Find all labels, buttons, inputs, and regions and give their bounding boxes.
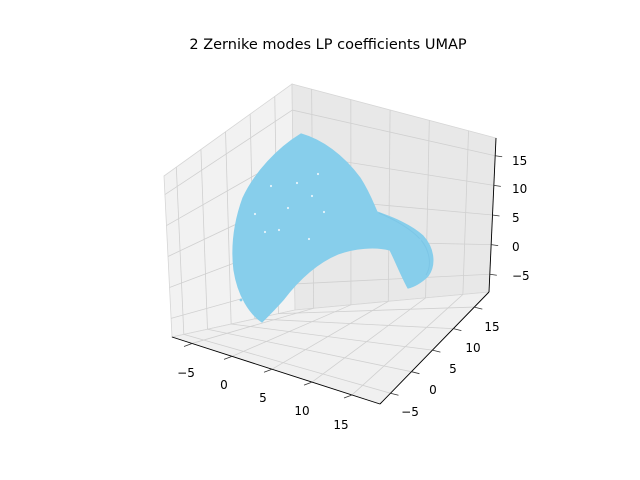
data-point <box>337 250 341 254</box>
z-tick-label: −5 <box>512 269 530 283</box>
x-tick-label: 15 <box>333 418 348 432</box>
x-grid-line <box>231 304 352 357</box>
x-axis-line <box>171 336 381 405</box>
tick-marks <box>183 155 503 399</box>
y-tick-mark <box>411 371 420 375</box>
x-tick-mark <box>263 368 273 373</box>
y-grid-line <box>278 306 475 315</box>
data-point <box>322 210 326 214</box>
data-point <box>277 228 281 232</box>
z-tick-label: 10 <box>512 182 527 196</box>
y-grid-line <box>231 323 433 351</box>
x-tick-mark <box>223 355 233 360</box>
data-point <box>375 212 379 216</box>
z-tick-mark <box>491 244 499 247</box>
z-tick-mark <box>492 214 500 217</box>
x-tick-label: −5 <box>177 366 195 380</box>
y-tick-mark <box>432 349 441 353</box>
y-axis-tick-labels: −5 0 5 10 15 <box>401 320 499 419</box>
x-grid-line <box>191 307 314 344</box>
y-tick-mark <box>390 392 399 396</box>
y-tick-mark <box>474 306 483 310</box>
y-tick-label: 10 <box>465 341 480 355</box>
x-grid-line <box>311 297 426 383</box>
x-tick-mark <box>303 381 313 386</box>
z-axis-tick-labels: −5 0 5 10 15 <box>512 154 530 283</box>
x-tick-label: 5 <box>259 391 267 405</box>
y-tick-mark <box>453 328 462 332</box>
y-tick-label: −5 <box>401 405 419 419</box>
data-point-cloud <box>232 133 434 323</box>
x-tick-mark <box>183 343 193 347</box>
z-tick-mark <box>493 184 501 187</box>
data-point <box>239 298 243 302</box>
data-sheet <box>232 133 434 323</box>
x-grid-line <box>271 301 389 370</box>
x-grid-line <box>351 294 464 396</box>
z-tick-mark <box>495 155 503 158</box>
data-point <box>295 181 299 185</box>
z-tick-label: 15 <box>512 154 527 168</box>
chart-title: 2 Zernike modes LP coefficients UMAP <box>189 37 467 53</box>
z-tick-mark <box>489 273 497 276</box>
data-point <box>307 237 311 241</box>
y-tick-label: 0 <box>429 383 437 397</box>
data-point <box>316 172 320 176</box>
x-axis-tick-labels: −5 0 5 10 15 <box>177 366 348 432</box>
x-tick-label: 10 <box>294 404 309 418</box>
z-grid-line <box>164 109 496 195</box>
y-grid-line <box>254 318 454 330</box>
data-point <box>310 194 314 198</box>
data-point <box>263 230 267 234</box>
y-tick-label: 15 <box>484 320 499 334</box>
y-grid-line <box>183 334 391 394</box>
x-tick-mark <box>343 394 353 399</box>
y-tick-label: 5 <box>449 362 457 376</box>
data-point <box>253 212 257 216</box>
y-axis-line <box>379 291 490 405</box>
data-point <box>286 206 290 210</box>
x-tick-label: 0 <box>220 378 228 392</box>
data-point <box>269 184 273 188</box>
z-tick-label: 0 <box>512 240 520 254</box>
data-point <box>418 238 422 242</box>
y-grid-line <box>207 328 412 373</box>
z-tick-label: 5 <box>512 211 520 225</box>
